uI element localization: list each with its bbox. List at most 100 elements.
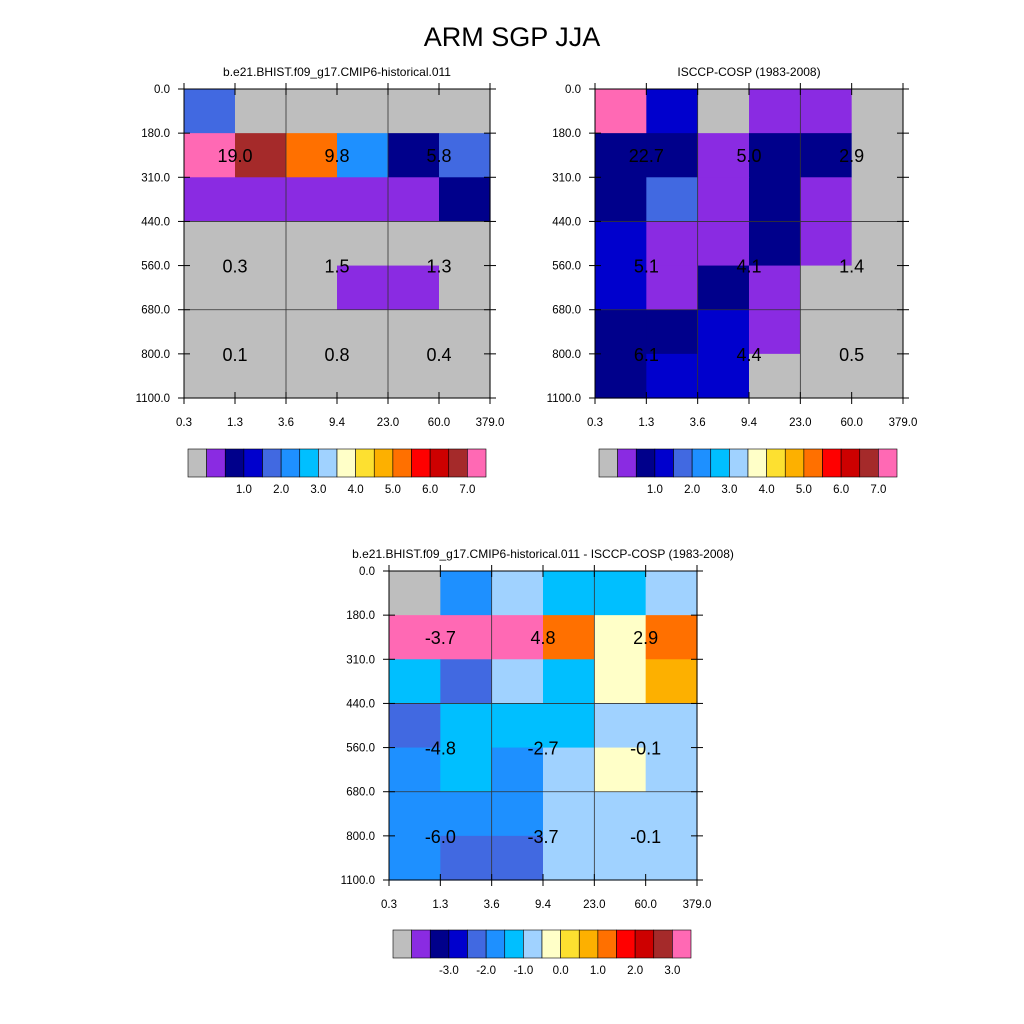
colorbar-box — [224, 448, 245, 478]
y-tick-label: 680.0 — [141, 305, 170, 317]
colorbar-box — [467, 929, 487, 959]
colorbar-box — [766, 448, 786, 478]
colorbar-box — [634, 929, 655, 959]
heatmap-cell — [851, 133, 904, 178]
heatmap-cell — [595, 265, 647, 311]
heatmap-cell — [749, 221, 801, 267]
heatmap-cell — [800, 265, 853, 311]
y-tick-label: 560.0 — [141, 261, 170, 273]
cell-value-label: 4.4 — [736, 345, 761, 365]
y-tick-label: 310.0 — [552, 172, 581, 184]
cell-value-label: 0.3 — [222, 257, 247, 277]
heatmap-panel-2: ISCCP-COSP (1983-2008) 0.0 180.0 310.0 440.0… — [547, 65, 918, 496]
x-tick-label: 0.3 — [587, 417, 603, 429]
colorbar-box — [485, 929, 506, 959]
colorbar-label: 7.0 — [459, 484, 475, 496]
y-tick-label: 180.0 — [141, 128, 170, 140]
heatmap-cell — [491, 571, 544, 616]
heatmap-cell — [440, 703, 493, 749]
heatmap-cell — [646, 265, 699, 311]
x-tick-label: 60.0 — [840, 417, 862, 429]
heatmap-cell — [439, 309, 491, 355]
x-tick-label: 379.0 — [476, 417, 505, 429]
cell-value-label: 5.1 — [634, 257, 659, 277]
heatmap-cell — [697, 89, 750, 134]
x-tick-label: 23.0 — [583, 899, 605, 911]
colorbar-label: 5.0 — [385, 484, 401, 496]
colorbar-label: 1.0 — [236, 484, 252, 496]
heatmap-cell — [440, 835, 493, 881]
colorbar-label: 4.0 — [348, 484, 364, 496]
y-tick-label: 440.0 — [141, 216, 170, 228]
colorbar-box — [299, 448, 319, 478]
heatmap-cell — [595, 353, 647, 399]
colorbar-box — [617, 448, 637, 478]
page-title: ARM SGP JJA — [424, 22, 601, 52]
cell-value-label: -4.8 — [425, 739, 456, 759]
cell-value-label: -3.7 — [425, 628, 456, 648]
y-tick-label: 310.0 — [346, 654, 375, 666]
colorbar-label: 6.0 — [422, 484, 438, 496]
heatmap-cell — [749, 89, 801, 134]
heatmap-cell — [439, 133, 491, 178]
colorbar-label: 3.0 — [310, 484, 326, 496]
x-tick-label: 1.3 — [638, 417, 654, 429]
y-tick-label: 680.0 — [346, 787, 375, 799]
heatmap-cell — [491, 659, 544, 705]
heatmap-cell — [388, 221, 440, 267]
x-tick-label: 1.3 — [432, 899, 448, 911]
heatmap-cell — [749, 353, 801, 399]
colorbar-box — [504, 929, 524, 959]
heatmap-cell — [851, 353, 904, 399]
colorbar-box — [691, 448, 712, 478]
colorbar-label: 7.0 — [870, 484, 886, 496]
y-tick-label: 800.0 — [141, 349, 170, 361]
heatmap-cell — [184, 353, 236, 399]
colorbar-label: -3.0 — [439, 965, 459, 977]
x-tick-label: 60.0 — [634, 899, 656, 911]
colorbar-box — [206, 448, 226, 478]
heatmap-panel-1: b.e21.BHIST.f09_g17.CMIP6-historical.011… — [136, 65, 505, 496]
colorbar-box — [616, 929, 636, 959]
cell-value-label: 19.0 — [217, 146, 252, 166]
heatmap-cell — [439, 89, 491, 134]
heatmap-cell — [646, 309, 699, 355]
y-tick-label: 0.0 — [359, 566, 375, 578]
heatmap-cell — [286, 265, 338, 311]
heatmap-cell — [645, 659, 698, 705]
heatmap-cell — [595, 221, 647, 267]
cell-value-label: 5.0 — [736, 146, 761, 166]
colorbar-box — [598, 448, 618, 478]
heatmap-cell — [439, 353, 491, 399]
heatmap-cell — [645, 835, 698, 881]
heatmap-cell — [697, 221, 750, 267]
cell-value-label: 1.5 — [324, 257, 349, 277]
heatmap-cell — [440, 615, 493, 660]
colorbar-box — [729, 448, 749, 478]
y-tick-label: 560.0 — [346, 743, 375, 755]
heatmap-cell — [697, 309, 750, 355]
cell-value-label: 0.1 — [222, 345, 247, 365]
y-tick-label: 680.0 — [552, 305, 581, 317]
colorbar-box — [523, 929, 543, 959]
y-tick-label: 310.0 — [141, 172, 170, 184]
heatmap-cell — [594, 835, 647, 881]
heatmap-cell — [286, 309, 338, 355]
colorbar-label: 4.0 — [759, 484, 775, 496]
colorbar-box — [429, 448, 450, 478]
colorbar-box — [373, 448, 394, 478]
heatmap-cell — [697, 133, 750, 178]
heatmap-cell — [235, 177, 287, 223]
heatmap-cell — [749, 133, 801, 178]
colorbar-box — [672, 929, 692, 959]
cell-value-label: 0.8 — [324, 345, 349, 365]
heatmap-cell — [491, 835, 544, 881]
cell-value-label: 4.8 — [530, 628, 555, 648]
cell-value-label: 1.3 — [426, 257, 451, 277]
heatmap-cell — [543, 571, 595, 616]
heatmap-cell — [337, 89, 389, 134]
colorbar-box — [280, 448, 301, 478]
heatmap-cell — [594, 791, 647, 837]
heatmap-cell — [595, 177, 647, 223]
colorbar-box — [673, 448, 693, 478]
